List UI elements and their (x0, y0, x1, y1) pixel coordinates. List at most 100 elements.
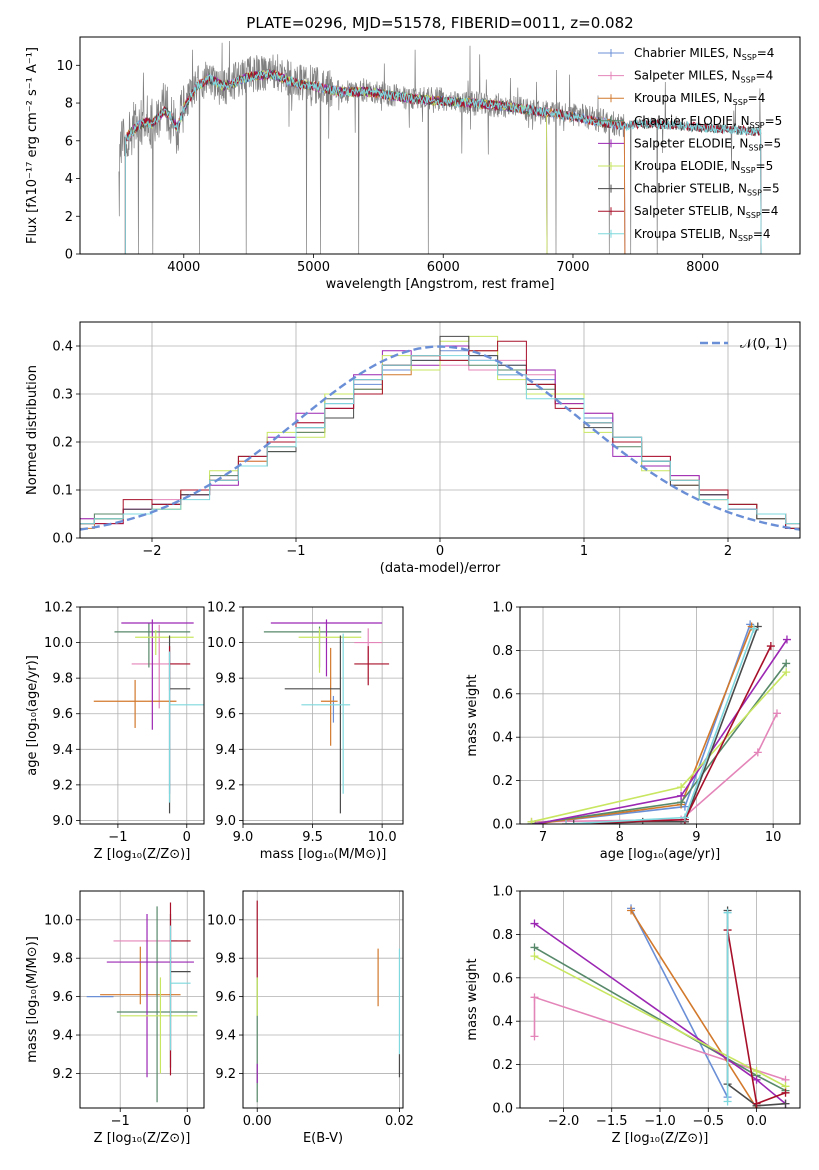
mass-weight-point (680, 813, 689, 822)
x-tick-label: 8 (616, 830, 624, 845)
model-spectrum-line-kroupa-stelib (124, 69, 762, 254)
y-tick-label: 9.0 (215, 814, 236, 829)
legend-label-subscript: SSP (738, 234, 753, 243)
y-tick-label: 10.0 (207, 913, 236, 928)
mass-weight-point (530, 1032, 539, 1041)
mass-weight-point (752, 1099, 761, 1108)
y-tick-label: 0.0 (492, 1102, 513, 1117)
x-tick-label: −1 (108, 830, 127, 845)
axes-frame (79, 321, 801, 539)
legend-label: Salpeter MILES, NSSP=4 (634, 69, 773, 85)
y-tick-label: 0.2 (492, 774, 513, 789)
plot-area (93, 619, 204, 814)
y-tick-label: 9.2 (215, 778, 236, 793)
legend-label-text: Chabrier STELIB, N (634, 182, 747, 196)
mass-weight-point (530, 943, 539, 952)
mass-weight-point (781, 1099, 790, 1108)
y-tick-label: 0.1 (52, 484, 73, 499)
y-tick-label: 9.8 (215, 952, 236, 967)
y-tick-label: 9.8 (215, 672, 236, 687)
legend-label-text: Salpeter ELODIE, N (634, 136, 748, 150)
mass-weight-point (562, 820, 571, 824)
legend-label-text: Salpeter MILES, N (634, 69, 741, 83)
y-tick-label: 9.6 (215, 990, 236, 1005)
legend-label: Chabrier MILES, NSSP=4 (634, 46, 774, 62)
legend-label-tail: =5 (763, 136, 781, 150)
y-tick-label: 9.6 (52, 707, 73, 722)
x-tick-label: 7000 (556, 260, 589, 275)
x-tick-label: 7 (539, 830, 547, 845)
y-tick-label: 0.6 (492, 971, 513, 986)
x-tick-label: 1 (580, 544, 588, 559)
legend-label-text: Chabrier ELODIE, N (634, 114, 750, 128)
x-tick-label: 6000 (427, 260, 460, 275)
legend-label-text: Chabrier MILES, N (634, 46, 742, 60)
x-tick-label: 8000 (686, 260, 719, 275)
y-tick-label: 0.0 (52, 532, 73, 547)
age-vs-mass-panel: 9.0 9.5 10.0 9.0 9.2 9.4 9.6 9.8 10.0 10.2 mass [l… (207, 601, 404, 862)
y-tick-label: 0.3 (52, 388, 73, 403)
y-tick-label: 9.4 (52, 1029, 73, 1044)
mass-weight-point (677, 791, 686, 800)
legend-label-tail: =4 (756, 69, 774, 83)
plot-area (80, 335, 800, 531)
y-tick-label: 4 (65, 172, 73, 187)
y-tick-label: 0.0 (492, 818, 513, 833)
y-tick-label: 1.0 (492, 601, 513, 616)
legend-label-tail: =4 (757, 46, 775, 60)
x-tick-label: 9.5 (302, 830, 323, 845)
y-tick-label: 9.8 (52, 952, 73, 967)
legend-label: Kroupa ELODIE, NSSP=5 (634, 159, 773, 175)
y-tick-label: 10.0 (207, 636, 236, 651)
x-tick-label: 2 (724, 544, 732, 559)
mass-weight-point (749, 624, 758, 633)
y-tick-label: 1.0 (492, 885, 513, 900)
legend-label: Kroupa STELIB, NSSP=4 (634, 227, 771, 243)
legend-label-subscript: SSP (741, 76, 756, 85)
y-tick-label: 0.4 (52, 340, 73, 355)
legend-label-subscript: SSP (747, 189, 762, 198)
mass-vs-metallicity-panel: −1 0 9.2 9.4 9.6 9.8 10.0 Z [log₁₀(Z/Z⊙)] mass [… (25, 890, 205, 1146)
y-axis-label: Flux [fλ10⁻¹⁷ erg cm⁻² s⁻¹ A⁻¹] (25, 47, 40, 244)
x-tick-label: −1.0 (644, 1114, 676, 1129)
mass-weight-point (677, 783, 686, 792)
y-tick-label: 0.8 (492, 928, 513, 943)
legend-label-subscript: SSP (741, 166, 756, 175)
y-tick-label: 0.8 (492, 644, 513, 659)
legend-label-tail: =4 (753, 227, 771, 241)
x-axis-label: Z [log₁₀(Z/Z⊙)] (94, 1131, 191, 1146)
plot-area (256, 900, 401, 1103)
y-tick-label: 10.2 (44, 601, 73, 616)
plot-area (527, 620, 791, 824)
legend-label-tail: =5 (762, 182, 780, 196)
axes-frame (79, 606, 205, 825)
y-tick-label: 9.0 (52, 814, 73, 829)
legend-label-subscript: SSP (733, 98, 748, 107)
mass-weight-point (723, 908, 732, 917)
mass-weight-point (782, 659, 791, 668)
y-axis-label: mass weight (465, 958, 480, 1040)
mass-weight-point (527, 817, 536, 824)
axes-frame (79, 36, 801, 255)
mass-weight-point (530, 919, 539, 928)
mass-weight-point (772, 709, 781, 718)
x-tick-label: 0 (183, 830, 191, 845)
mass-weight-line-chabrier-miles (630, 908, 729, 1098)
chart-title: PLATE=0296, MJD=51578, FIBERID=0011, z=0… (246, 14, 633, 32)
legend-label: Chabrier STELIB, NSSP=5 (634, 182, 780, 198)
mass-vs-reddening-panel: 0.00 0.02 9.2 9.4 9.6 9.8 10.0 E(B-V) (207, 890, 414, 1146)
y-tick-label: 9.8 (52, 672, 73, 687)
x-axis-label: (data-model)/error (380, 561, 501, 576)
mass-weight-line-kroupa-stelib (565, 628, 755, 824)
x-tick-label: 0.0 (746, 1114, 767, 1129)
legend-label: Salpeter ELODIE, NSSP=5 (634, 136, 781, 152)
y-tick-label: 9.4 (215, 1029, 236, 1044)
plot-area (86, 902, 198, 1103)
residuals-panel: −2 −1 0 1 2 0.0 0.1 0.2 0.3 0.4 (data-model)/error… (25, 321, 801, 576)
axes-frame (242, 890, 404, 1109)
y-tick-label: 0.2 (492, 1058, 513, 1073)
x-tick-label: 9 (692, 830, 700, 845)
legend-label-subscript: SSP (748, 143, 763, 152)
y-tick-label: 9.4 (52, 743, 73, 758)
axes-frame (79, 890, 205, 1109)
